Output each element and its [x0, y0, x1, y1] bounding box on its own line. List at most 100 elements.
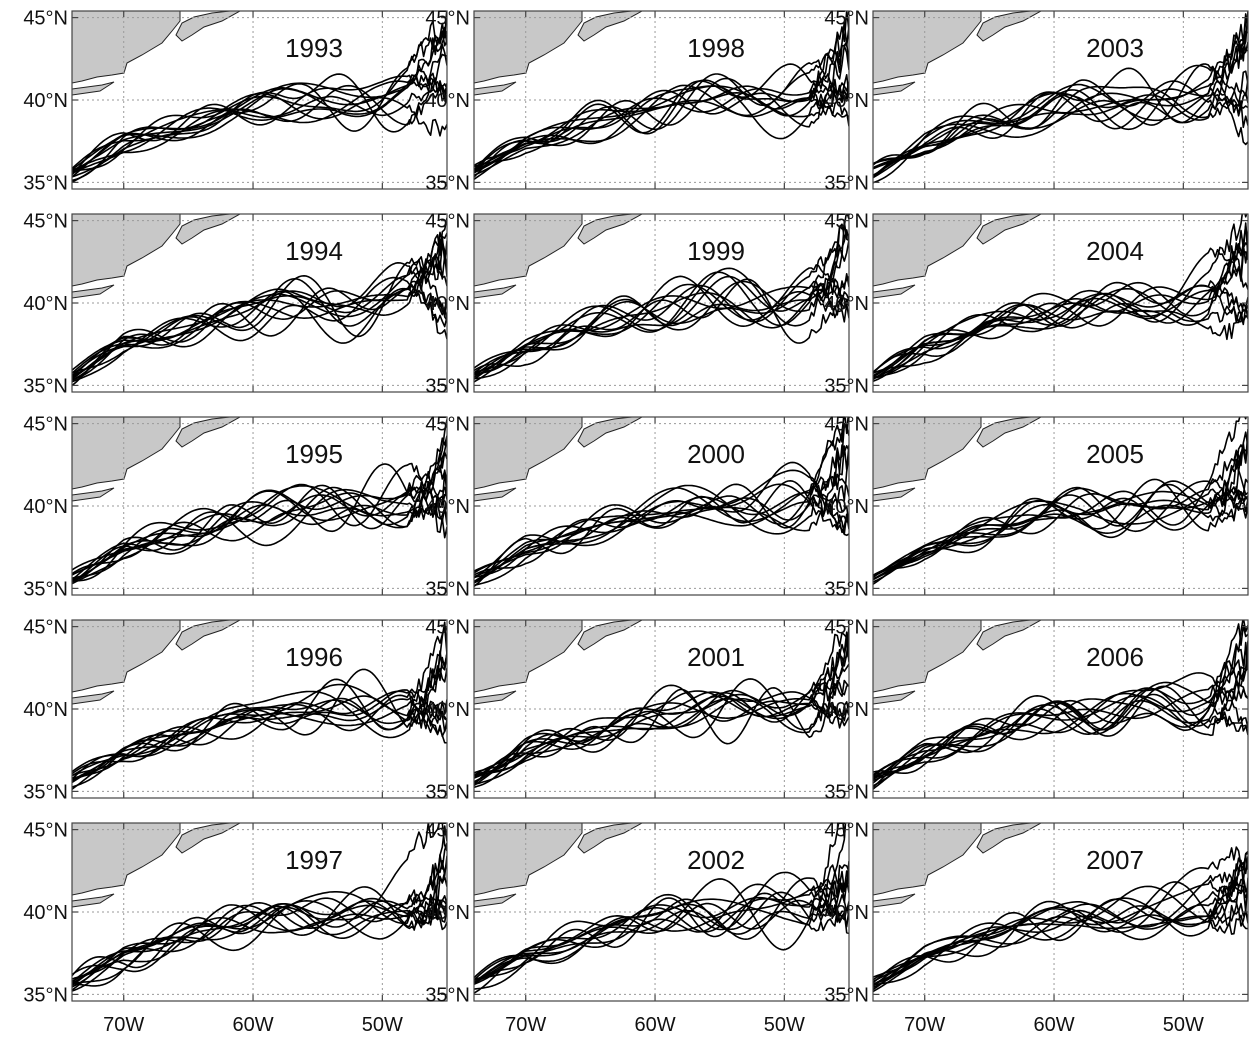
y-tick-label: 45°N: [425, 820, 470, 842]
y-tick-label: 45°N: [23, 820, 68, 842]
front-path: [72, 678, 447, 781]
mainland: [72, 11, 181, 84]
front-path: [873, 78, 1248, 165]
nova-scotia: [577, 11, 644, 42]
mainland: [474, 823, 583, 896]
land: [72, 417, 242, 502]
x-tick-label: 50W: [764, 1014, 805, 1036]
y-tick-label: 45°N: [425, 211, 470, 233]
ticks: [474, 11, 849, 189]
y-tick-label: 35°N: [824, 172, 869, 194]
x-tick-label: 60W: [634, 1014, 675, 1036]
front-path: [474, 892, 849, 983]
mainland: [873, 823, 982, 896]
year-label: 2002: [687, 845, 745, 875]
front-path: [72, 263, 447, 379]
y-tick-label: 40°N: [23, 902, 68, 924]
year-label: 1997: [285, 845, 343, 875]
front-path: [474, 221, 849, 369]
y-tick-label: 40°N: [824, 699, 869, 721]
ticks: [474, 620, 849, 798]
front-path: [474, 694, 849, 776]
y-tick-label: 45°N: [824, 414, 869, 436]
y-tick-label: 45°N: [425, 414, 470, 436]
front-path: [72, 484, 447, 583]
long-island: [873, 893, 916, 908]
y-tick-label: 35°N: [824, 781, 869, 803]
front-path: [72, 74, 447, 175]
year-label: 2006: [1086, 642, 1144, 672]
y-tick-label: 40°N: [425, 90, 470, 112]
front-path: [72, 902, 447, 987]
year-label: 1996: [285, 642, 343, 672]
long-island: [72, 487, 115, 502]
nova-scotia: [175, 417, 242, 448]
y-tick-label: 35°N: [23, 375, 68, 397]
year-label: 2001: [687, 642, 745, 672]
front-path: [474, 444, 849, 583]
long-island: [873, 487, 916, 502]
y-tick-label: 45°N: [23, 617, 68, 639]
land: [474, 11, 644, 96]
front-path: [72, 842, 447, 976]
front-path: [474, 59, 849, 171]
ticks: [873, 214, 1248, 392]
long-island: [474, 81, 517, 96]
y-tick-label: 35°N: [23, 578, 68, 600]
year-label: 2004: [1086, 236, 1144, 266]
front-path: [873, 877, 1248, 991]
long-island: [72, 284, 115, 299]
y-tick-label: 40°N: [425, 496, 470, 518]
year-label: 1999: [687, 236, 745, 266]
front-path: [873, 431, 1248, 585]
front-path: [474, 483, 849, 578]
front-path: [474, 417, 845, 574]
map-panel-2001: 35°N 40°N 45°N 2001: [425, 617, 850, 803]
nova-scotia: [175, 823, 242, 854]
y-tick-label: 40°N: [23, 293, 68, 315]
year-label: 2003: [1086, 33, 1144, 63]
y-tick-label: 35°N: [824, 375, 869, 397]
front-path: [873, 281, 1248, 377]
ticks: [873, 417, 1248, 595]
land: [474, 620, 644, 705]
front-path: [873, 679, 1248, 774]
map-panel-1998: 35°N 40°N 45°N 1998: [425, 8, 850, 194]
y-tick-label: 40°N: [824, 902, 869, 924]
front-path: [873, 850, 1248, 987]
long-island: [873, 284, 916, 299]
front-path: [873, 444, 1248, 578]
mainland: [873, 620, 982, 693]
y-tick-label: 35°N: [425, 781, 470, 803]
front-path: [474, 85, 849, 180]
front-path: [873, 480, 1248, 577]
front-path: [873, 222, 1248, 374]
ticks: [474, 417, 849, 595]
map-panel-2005: 35°N 40°N 45°N 2005: [824, 414, 1249, 600]
y-tick-label: 45°N: [23, 8, 68, 30]
front-path: [72, 243, 447, 381]
front-path: [873, 289, 1248, 374]
front-path: [474, 424, 849, 583]
front-path: [474, 454, 849, 588]
front-path: [873, 885, 1248, 981]
front-path: [72, 861, 447, 987]
long-island: [873, 690, 916, 705]
front-paths: [72, 823, 447, 992]
front-path: [873, 64, 1248, 169]
x-tick-label: 70W: [103, 1014, 144, 1036]
front-path: [72, 625, 447, 782]
front-path: [474, 638, 849, 787]
land: [873, 11, 1043, 96]
mainland: [873, 214, 982, 287]
front-path: [873, 478, 1248, 580]
map-panel-1993: 35°N 40°N 45°N 1993: [23, 8, 448, 194]
front-path: [873, 21, 1248, 179]
x-tick-label: 60W: [1033, 1014, 1074, 1036]
front-path: [474, 284, 849, 378]
y-tick-label: 40°N: [23, 699, 68, 721]
mainland: [474, 11, 583, 84]
front-path: [72, 899, 447, 984]
mainland: [474, 417, 583, 490]
nova-scotia: [976, 214, 1043, 245]
